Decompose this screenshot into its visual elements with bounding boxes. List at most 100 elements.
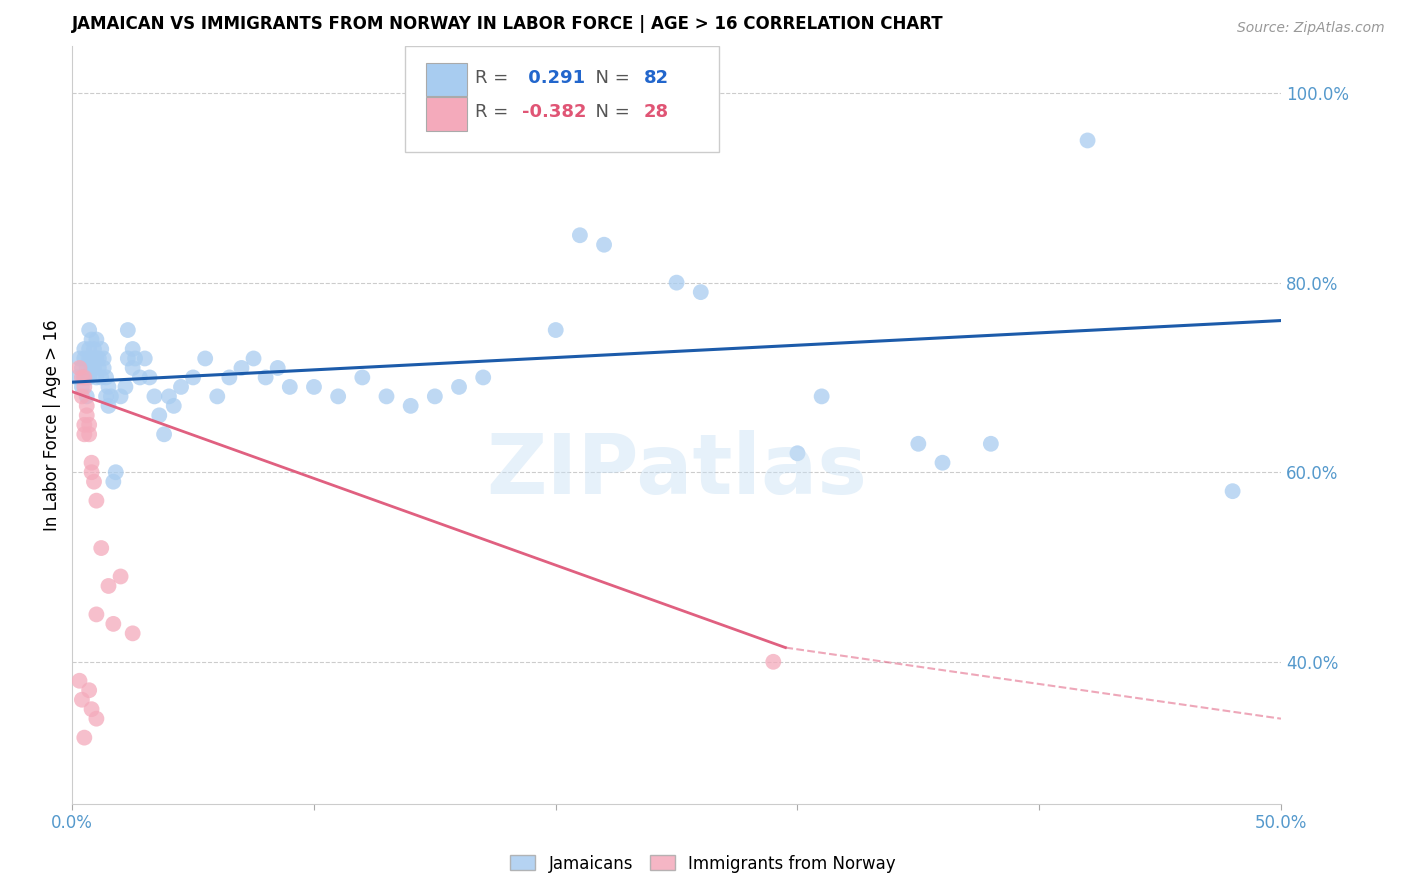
Point — [70, 692, 93, 706]
Point — [103, 475, 125, 489]
Point — [568, 228, 591, 243]
Point — [97, 399, 120, 413]
Y-axis label: In Labor Force | Age > 16: In Labor Force | Age > 16 — [44, 319, 60, 531]
Point — [77, 342, 100, 356]
Point — [86, 607, 108, 622]
Point — [121, 361, 143, 376]
Text: N =: N = — [583, 103, 636, 121]
Point — [1077, 133, 1099, 147]
Point — [157, 389, 180, 403]
Point — [100, 389, 122, 403]
Point — [110, 389, 132, 403]
Point — [73, 380, 96, 394]
Point — [80, 456, 103, 470]
Point — [86, 370, 108, 384]
Point — [73, 351, 96, 366]
Point — [931, 456, 953, 470]
Point — [138, 370, 160, 384]
Point — [97, 380, 120, 394]
Point — [121, 342, 143, 356]
Point — [90, 342, 112, 356]
FancyBboxPatch shape — [426, 63, 467, 96]
Point — [80, 361, 103, 376]
Point — [66, 370, 89, 384]
Point — [665, 276, 688, 290]
Point — [267, 361, 290, 376]
Point — [83, 342, 105, 356]
Point — [170, 380, 193, 394]
Point — [544, 323, 567, 337]
Point — [163, 399, 186, 413]
Text: R =: R = — [475, 103, 513, 121]
Point — [90, 541, 112, 555]
Point — [117, 351, 139, 366]
Point — [73, 731, 96, 745]
Point — [153, 427, 176, 442]
Point — [76, 409, 98, 423]
FancyBboxPatch shape — [405, 45, 718, 152]
Point — [77, 370, 100, 384]
Point — [1222, 484, 1244, 499]
Point — [114, 380, 136, 394]
Point — [80, 465, 103, 479]
Point — [73, 342, 96, 356]
Point — [907, 437, 929, 451]
Point — [762, 655, 785, 669]
Point — [73, 427, 96, 442]
Point — [148, 409, 170, 423]
Point — [76, 389, 98, 403]
Point — [69, 351, 91, 366]
Point — [77, 427, 100, 442]
Point — [73, 370, 96, 384]
Text: 82: 82 — [644, 70, 669, 87]
Point — [104, 465, 127, 479]
Point — [143, 389, 166, 403]
Point — [93, 361, 115, 376]
Point — [83, 361, 105, 376]
Point — [110, 569, 132, 583]
Point — [77, 323, 100, 337]
Point — [80, 702, 103, 716]
Point — [810, 389, 832, 403]
Point — [86, 351, 108, 366]
Point — [90, 370, 112, 384]
Point — [593, 237, 616, 252]
Point — [80, 333, 103, 347]
Legend: Jamaicans, Immigrants from Norway: Jamaicans, Immigrants from Norway — [503, 848, 903, 880]
Point — [93, 351, 115, 366]
Point — [328, 389, 350, 403]
Point — [69, 361, 91, 376]
Text: ZIPatlas: ZIPatlas — [486, 430, 868, 511]
Point — [70, 380, 93, 394]
Point — [117, 323, 139, 337]
Point — [73, 417, 96, 432]
Point — [97, 579, 120, 593]
Text: JAMAICAN VS IMMIGRANTS FROM NORWAY IN LABOR FORCE | AGE > 16 CORRELATION CHART: JAMAICAN VS IMMIGRANTS FROM NORWAY IN LA… — [72, 15, 943, 33]
Point — [103, 616, 125, 631]
Point — [86, 712, 108, 726]
Text: Source: ZipAtlas.com: Source: ZipAtlas.com — [1237, 21, 1385, 35]
Point — [689, 285, 711, 299]
Point — [70, 370, 93, 384]
Point — [423, 389, 446, 403]
Point — [121, 626, 143, 640]
Point — [254, 370, 277, 384]
Point — [86, 493, 108, 508]
Text: 28: 28 — [644, 103, 669, 121]
FancyBboxPatch shape — [426, 97, 467, 130]
Point — [194, 351, 217, 366]
Point — [399, 399, 422, 413]
Point — [77, 351, 100, 366]
Point — [302, 380, 325, 394]
Point — [278, 380, 301, 394]
Point — [77, 683, 100, 698]
Point — [70, 361, 93, 376]
Point — [83, 351, 105, 366]
Text: -0.382: -0.382 — [522, 103, 586, 121]
Point — [87, 361, 110, 376]
Point — [242, 351, 264, 366]
Point — [786, 446, 808, 460]
Point — [76, 361, 98, 376]
Point — [124, 351, 146, 366]
Point — [94, 370, 117, 384]
